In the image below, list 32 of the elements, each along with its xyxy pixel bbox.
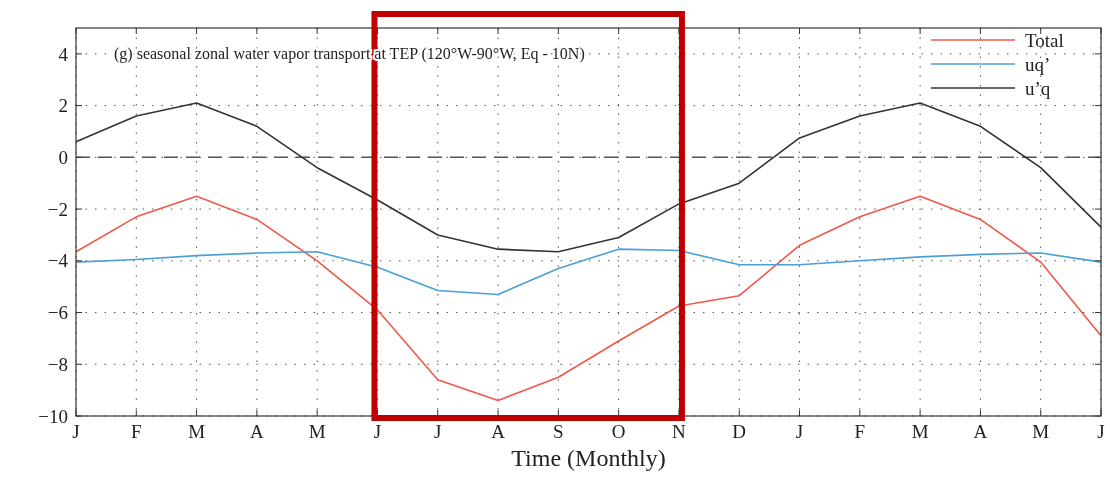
y-tick-label: 2 [58, 95, 68, 117]
line-series [75, 195, 1102, 402]
x-tick-label: S [553, 421, 564, 442]
x-tick-label: A [973, 421, 988, 442]
legend-label: uq’ [1025, 53, 1051, 75]
x-tick-label: J [795, 421, 804, 442]
legend-label: Total [1025, 29, 1064, 51]
y-tick-label: −8 [47, 353, 68, 375]
y-tick-label: 0 [58, 146, 68, 168]
y-tick-label: −10 [38, 405, 68, 427]
line-series [75, 248, 1102, 296]
y-tick-label: 4 [58, 43, 69, 65]
y-tick-label: −6 [47, 302, 68, 324]
x-axis-title: Time (Monthly) [511, 445, 666, 471]
y-tick-label: −4 [47, 250, 69, 272]
x-tick-label: J [1097, 421, 1105, 442]
x-tick-label: J [72, 421, 80, 442]
x-tick-label: M [911, 421, 929, 442]
x-tick-label: A [491, 421, 506, 442]
x-tick-label: M [308, 421, 326, 442]
legend-label: u’q [1025, 77, 1051, 99]
x-tick-label: A [250, 421, 265, 442]
y-tick-label: −2 [47, 198, 68, 220]
x-tick-label: D [732, 421, 747, 442]
x-tick-label: O [611, 421, 626, 442]
x-tick-label: J [373, 421, 382, 442]
x-tick-label: J [434, 421, 442, 442]
x-tick-label: M [1032, 421, 1050, 442]
x-tick-label: F [854, 421, 866, 442]
x-tick-label: N [672, 421, 687, 442]
x-tick-label: M [188, 421, 206, 442]
x-tick-label: F [131, 421, 142, 442]
